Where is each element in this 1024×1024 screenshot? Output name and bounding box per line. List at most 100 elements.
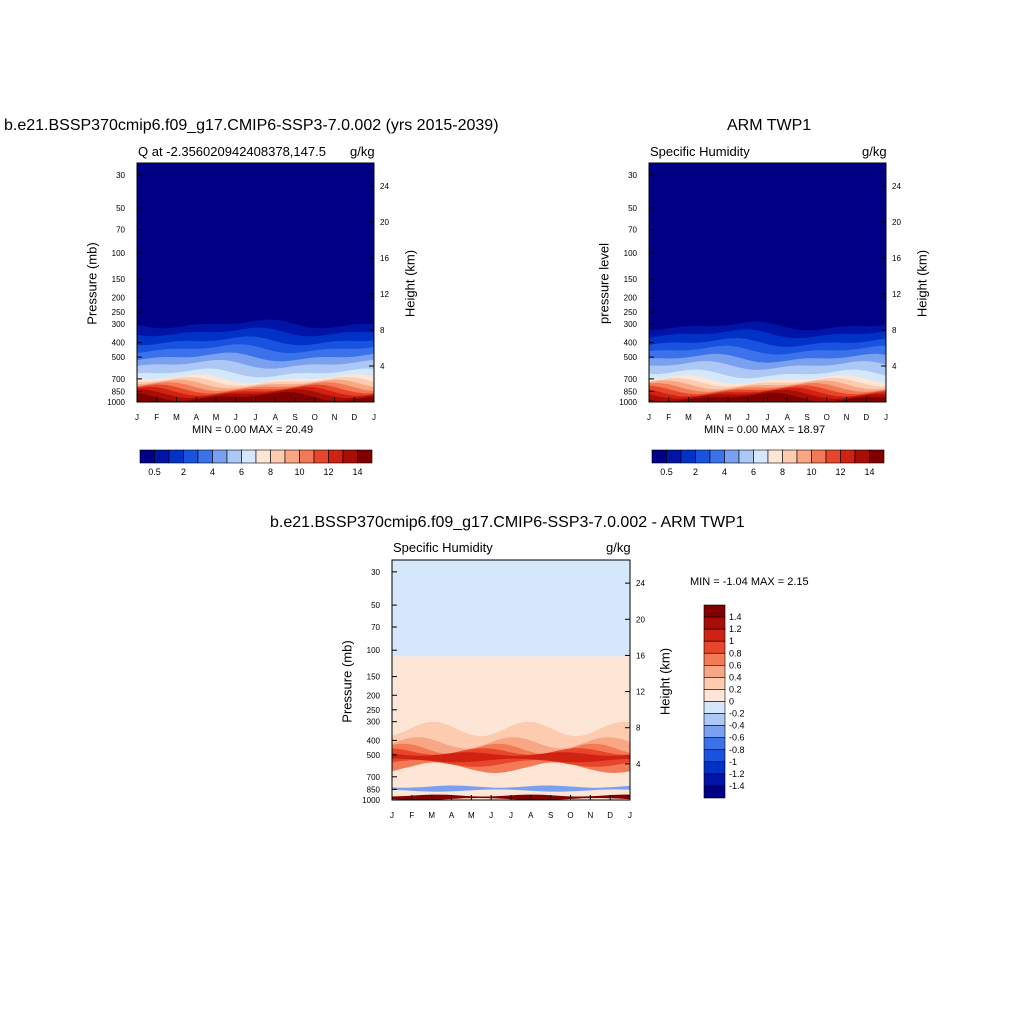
chart-1-title: b.e21.BSSP370cmip6.f09_g17.CMIP6-SSP3-7.… [4,117,499,134]
chart-2-xtick-label: N [844,413,850,422]
chart-3-y2tick-label: 20 [636,615,645,624]
chart-3-colorbar-swatch [703,701,726,714]
chart-3-ytick-label: 700 [367,773,381,782]
chart-2-xtick-label: J [647,413,651,422]
chart-1-xtick-label: M [213,413,220,422]
chart-3-xtick-label: M [428,811,435,820]
chart-2-title: ARM TWP1 [727,117,812,134]
chart-1-colorbar-label: 12 [323,467,333,477]
chart-1-xtick-label: J [234,413,238,422]
chart-1-ytick-label: 700 [112,375,126,384]
chart-3-xtick-label: D [607,811,613,820]
chart-3-ytick-label: 850 [367,785,381,794]
chart-3-colorbar-label: -0.4 [729,721,745,731]
chart-1-y2tick-label: 24 [380,182,389,191]
chart-1-xtick-label: J [254,413,258,422]
chart-3-y2tick-label: 12 [636,688,645,697]
chart-1-ytick-label: 300 [112,320,126,329]
chart-1-ytick-label: 850 [112,387,126,396]
chart-3-ytick-label: 400 [367,736,381,745]
chart-1-y2tick-label: 20 [380,218,389,227]
chart-2-xtick-label: M [685,413,692,422]
chart-2-y2tick-label: 24 [892,182,901,191]
chart-3-colorbar-label: 1.2 [729,624,742,634]
chart-2-xtick-label: J [766,413,770,422]
chart-1-colorbar-label: 14 [352,467,362,477]
chart-2-y2tick-label: 4 [892,362,897,371]
chart-2-ytick-label: 700 [624,375,638,384]
chart-3-xtick-label: J [489,811,493,820]
chart-3-colorbar-swatch [703,640,726,654]
chart-3-colorbar-label: -1.4 [729,781,745,791]
chart-1-xtick-label: N [332,413,338,422]
chart-3-colorbar-swatch [703,749,726,763]
chart-2-colorbar-label: 2 [693,467,698,477]
chart-2-ytick-label: 1000 [619,398,637,407]
chart-3-stats: MIN = -1.04 MAX = 2.15 [690,576,809,588]
chart-3-colorbar-swatch [703,652,726,666]
chart-3-colorbar-label: -0.2 [729,709,745,719]
chart-3-y2tick-label: 16 [636,651,645,660]
chart-3-y2tick-label: 24 [636,579,645,588]
chart-2-ytick-label: 150 [624,275,638,284]
chart-3-colorbar-label: 0 [729,697,734,707]
chart-2-colorbar-swatch [869,449,885,464]
chart-2-ytick-label: 50 [628,204,637,213]
chart-1-ytick-label: 100 [112,249,126,258]
chart-3-colorbar-swatch [703,604,726,618]
chart-3-region [392,752,630,763]
chart-2-colorbar-label: 10 [806,467,816,477]
chart-1-xtick-label: D [351,413,357,422]
chart-2-xtick-label: O [824,413,830,422]
chart-1-colorbar-swatch [357,449,373,464]
chart-2-subtitle-right: g/kg [862,144,887,159]
chart-1-ytick-label: 500 [112,353,126,362]
chart-3-colorbar-label: 0.4 [729,672,742,682]
chart-3-colorbar-swatch [703,713,726,726]
chart-3-xtick-label: N [587,811,593,820]
chart-2-ytick-label: 100 [624,249,638,258]
chart-3-colorbar-label: -0.6 [729,733,745,743]
chart-2-ytick-label: 30 [628,171,637,180]
chart-2-xtick-label: M [725,413,732,422]
chart-1-xtick-label: S [292,413,297,422]
chart-2-subtitle-left: Specific Humidity [650,144,750,159]
chart-1-ytick-label: 30 [116,171,125,180]
chart-3-ytick-label: 100 [367,646,381,655]
chart-2-ytick-label: 500 [624,353,638,362]
chart-3-colorbar-swatch [703,773,726,787]
chart-2-xtick-label: J [746,413,750,422]
chart-2-xtick-label: F [666,413,671,422]
chart-3-xtick-label: O [567,811,573,820]
chart-1-stats: MIN = 0.00 MAX = 20.49 [192,424,314,436]
chart-3-colorbar-label: 0.6 [729,660,742,670]
chart-3-xtick-label: F [409,811,414,820]
chart-3-xtick-label: A [528,811,534,820]
chart-1-ytick-label: 50 [116,204,125,213]
chart-3-y2tick-label: 4 [636,760,641,769]
chart-3-ytick-label: 1000 [362,796,380,805]
chart-1-y2tick-label: 8 [380,326,385,335]
chart-3-colorbar-swatch [703,725,726,738]
chart-3-y2label: Height (km) [657,647,673,716]
chart-2-colorbar-label: 14 [864,467,874,477]
chart-2-y2tick-label: 16 [892,254,901,263]
chart-3-colorbar-swatch [703,689,726,702]
chart-1-colorbar-label: 10 [294,467,304,477]
chart-2-xtick-label: A [706,413,712,422]
chart-2-ytick-label: 200 [624,294,638,303]
chart-1-colorbar-label: 6 [239,467,244,477]
chart-2-ytick-label: 850 [624,387,638,396]
chart-1-ytick-label: 70 [116,226,125,235]
chart-1-ytick-label: 400 [112,339,126,348]
chart-3-ytick-label: 150 [367,673,381,682]
chart-3-colorbar-swatch [703,737,726,751]
chart-2-y2tick-label: 12 [892,290,901,299]
chart-3-colorbar-swatch [703,761,726,775]
chart-1-subtitle-right: g/kg [350,144,375,159]
chart-3-colorbar-label: -0.8 [729,745,745,755]
chart-3-colorbar-swatch [703,628,726,642]
chart-1-colorbar-label: 4 [210,467,215,477]
chart-3-xtick-label: S [548,811,553,820]
chart-3-xtick-label: A [449,811,455,820]
